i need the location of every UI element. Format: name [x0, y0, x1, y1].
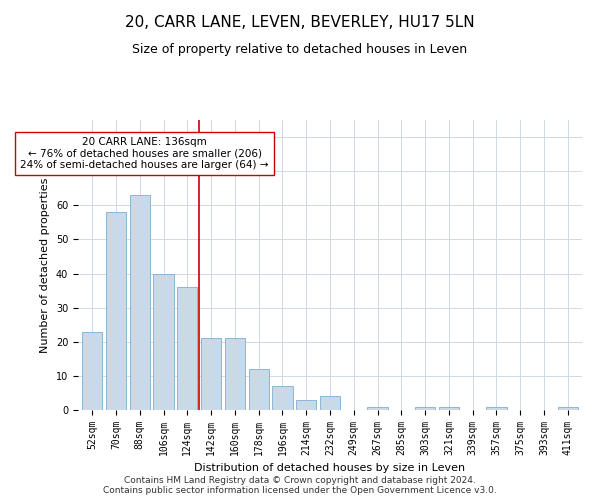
- Bar: [248, 369, 269, 410]
- Bar: [82, 332, 103, 410]
- Bar: [439, 406, 459, 410]
- Bar: [487, 406, 506, 410]
- Bar: [201, 338, 221, 410]
- Bar: [154, 274, 173, 410]
- Bar: [296, 400, 316, 410]
- Text: 20 CARR LANE: 136sqm
← 76% of detached houses are smaller (206)
24% of semi-deta: 20 CARR LANE: 136sqm ← 76% of detached h…: [20, 137, 269, 170]
- Bar: [106, 212, 126, 410]
- Bar: [177, 287, 197, 410]
- Bar: [225, 338, 245, 410]
- X-axis label: Distribution of detached houses by size in Leven: Distribution of detached houses by size …: [194, 464, 466, 473]
- Bar: [367, 406, 388, 410]
- Text: 20, CARR LANE, LEVEN, BEVERLEY, HU17 5LN: 20, CARR LANE, LEVEN, BEVERLEY, HU17 5LN: [125, 15, 475, 30]
- Bar: [415, 406, 435, 410]
- Bar: [557, 406, 578, 410]
- Bar: [320, 396, 340, 410]
- Bar: [130, 195, 150, 410]
- Text: Contains HM Land Registry data © Crown copyright and database right 2024.
Contai: Contains HM Land Registry data © Crown c…: [103, 476, 497, 495]
- Text: Size of property relative to detached houses in Leven: Size of property relative to detached ho…: [133, 42, 467, 56]
- Y-axis label: Number of detached properties: Number of detached properties: [40, 178, 50, 352]
- Bar: [272, 386, 293, 410]
